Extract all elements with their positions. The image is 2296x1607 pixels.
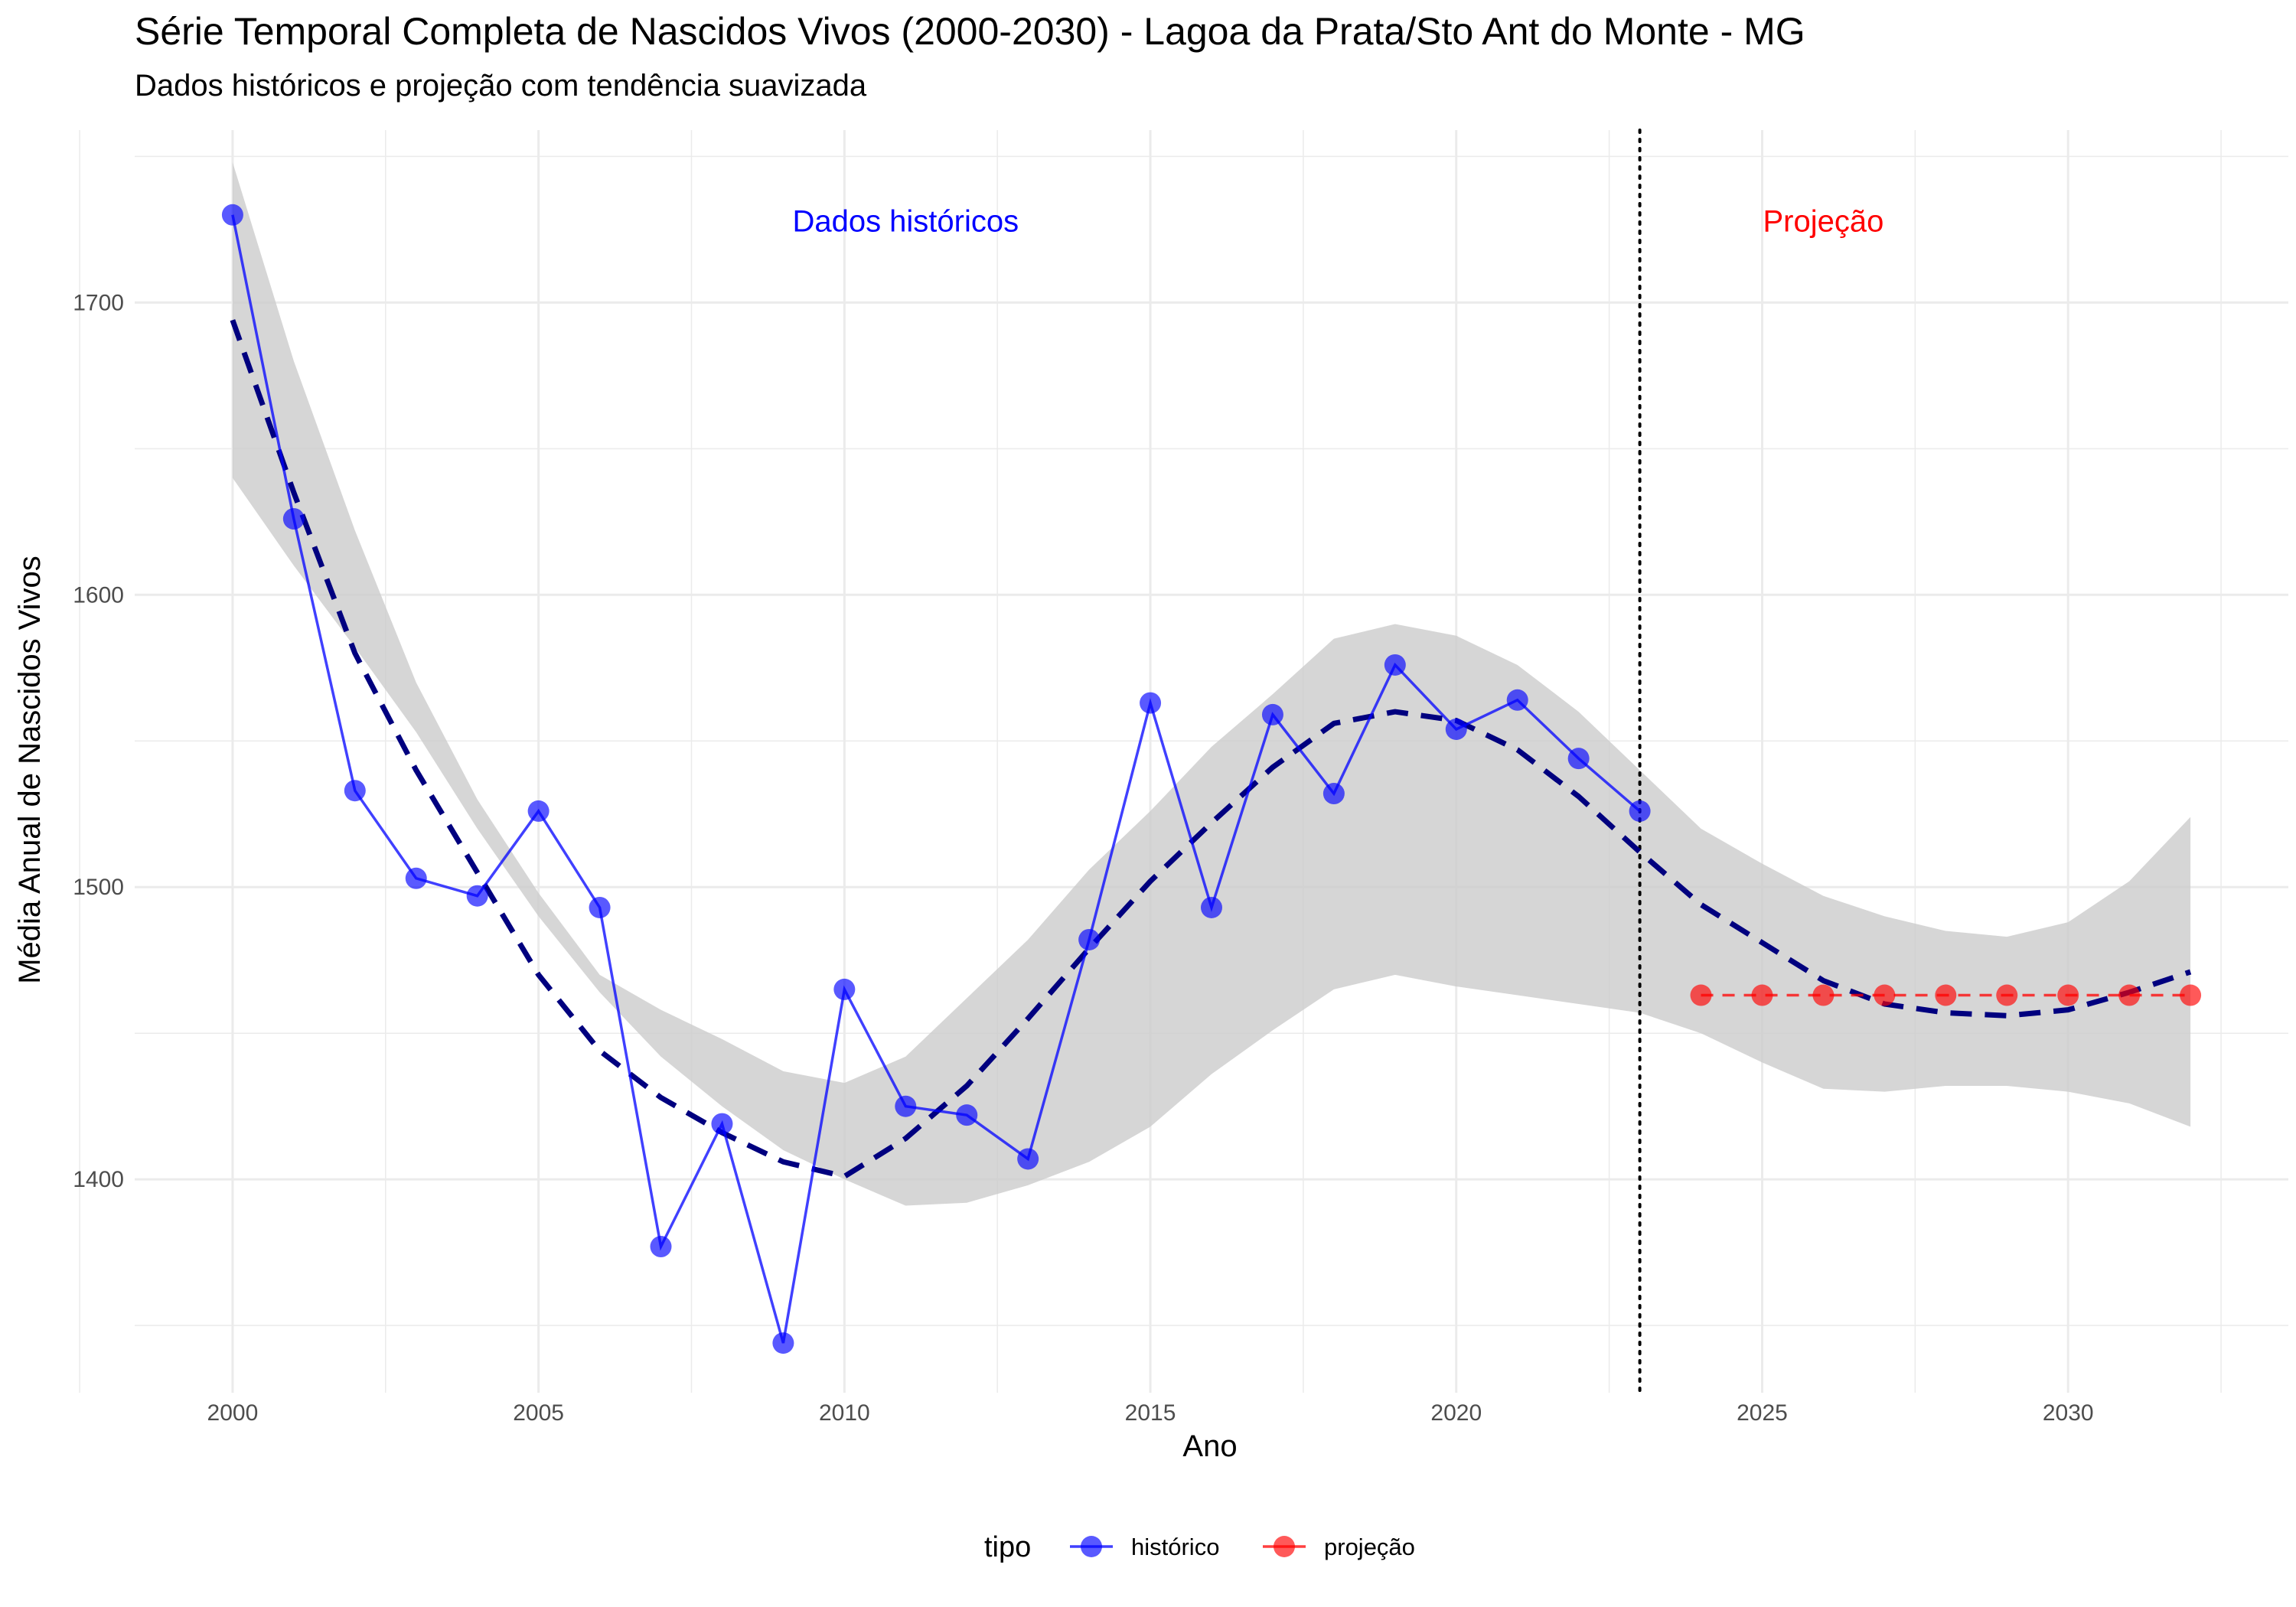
axis-layer: Ano Média Anual de Nascidos Vivos 2000 20… xyxy=(13,290,2094,1463)
x-tick-label: 2005 xyxy=(513,1400,564,1426)
y-tick-label: 1700 xyxy=(73,290,124,315)
data-point xyxy=(405,867,427,889)
data-point xyxy=(956,1104,978,1126)
data-point xyxy=(2057,984,2079,1006)
legend-key-point xyxy=(1081,1536,1102,1557)
legend-title: tipo xyxy=(984,1531,1031,1563)
data-point xyxy=(527,800,550,822)
data-point xyxy=(1017,1148,1039,1170)
legend-item-label: projeção xyxy=(1324,1534,1415,1560)
data-point xyxy=(1629,800,1651,822)
data-point xyxy=(1506,689,1528,711)
data-point xyxy=(895,1095,917,1117)
legend-key-point xyxy=(1274,1536,1295,1557)
annotation-layer: Dados históricos Projeção xyxy=(792,204,1883,238)
data-point xyxy=(1261,703,1283,725)
region-annotation: Projeção xyxy=(1763,204,1883,238)
data-point xyxy=(344,780,366,802)
data-point xyxy=(1445,718,1467,740)
data-point xyxy=(1384,654,1406,676)
data-point xyxy=(1874,984,1896,1006)
data-point xyxy=(466,885,488,907)
data-point xyxy=(282,507,305,530)
data-point xyxy=(1812,984,1835,1006)
data-point xyxy=(650,1236,672,1258)
x-axis-title: Ano xyxy=(1182,1429,1237,1463)
data-point xyxy=(2180,984,2202,1006)
series-layer xyxy=(221,204,2202,1354)
data-point xyxy=(1751,984,1773,1006)
x-tick-label: 2030 xyxy=(2043,1400,2094,1426)
chart-subtitle: Dados históricos e projeção com tendênci… xyxy=(135,69,867,103)
y-axis-title: Média Anual de Nascidos Vivos xyxy=(13,556,47,984)
x-tick-label: 2020 xyxy=(1430,1400,1482,1426)
data-point xyxy=(1690,984,1712,1006)
confidence-ribbon xyxy=(232,162,2191,1206)
data-point xyxy=(1935,984,1957,1006)
data-point xyxy=(2118,984,2141,1006)
smooth-trend-line xyxy=(230,319,2192,1179)
data-point xyxy=(1322,783,1345,805)
data-point xyxy=(221,204,243,226)
data-point xyxy=(1140,692,1162,714)
data-point xyxy=(772,1332,794,1354)
y-tick-label: 1400 xyxy=(73,1167,124,1192)
x-tick-label: 2000 xyxy=(207,1400,259,1426)
x-tick-label: 2015 xyxy=(1125,1400,1176,1426)
data-point xyxy=(833,978,856,1000)
smooth-trend-layer xyxy=(230,319,2192,1179)
data-point xyxy=(1567,748,1590,770)
region-annotation: Dados históricos xyxy=(792,204,1019,238)
x-tick-label: 2010 xyxy=(819,1400,870,1426)
data-point xyxy=(1996,984,2018,1006)
y-tick-label: 1500 xyxy=(73,875,124,900)
data-point xyxy=(711,1113,733,1135)
legend-item-label: histórico xyxy=(1131,1534,1219,1560)
grid-layer xyxy=(79,130,2288,1393)
data-point xyxy=(1201,896,1222,918)
data-point xyxy=(589,896,611,918)
x-tick-label: 2025 xyxy=(1737,1400,1788,1426)
y-tick-label: 1600 xyxy=(73,582,124,608)
data-point xyxy=(1078,928,1101,950)
chart-title: Série Temporal Completa de Nascidos Vivo… xyxy=(135,10,1805,53)
confidence-ribbon-layer xyxy=(232,162,2191,1206)
legend: tipo histórico projeção xyxy=(984,1531,1415,1563)
